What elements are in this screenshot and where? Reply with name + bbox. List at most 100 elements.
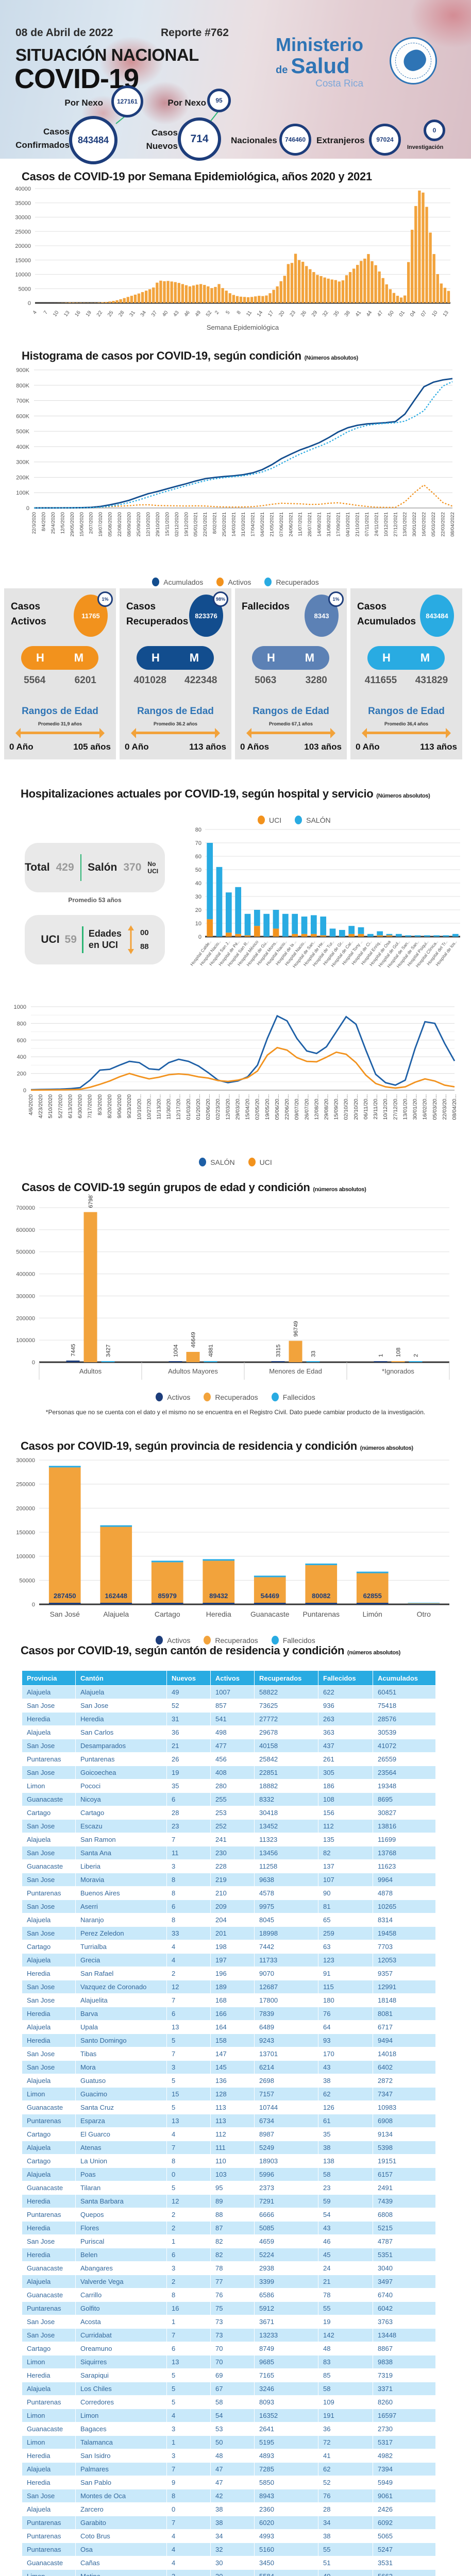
svg-text:28: 28 xyxy=(117,310,126,318)
age-range-arrow-icon xyxy=(15,728,105,738)
svg-text:100000: 100000 xyxy=(16,1554,35,1560)
svg-text:20/10/20...: 20/10/20... xyxy=(353,1094,359,1120)
edades-chart: 0 100000 200000 300000 400000 500000 600000 700… xyxy=(0,1189,471,1393)
svg-text:04: 04 xyxy=(409,310,417,318)
svg-text:46649: 46649 xyxy=(191,1332,197,1348)
svg-text:8/20/2020: 8/20/2020 xyxy=(107,1094,113,1118)
svg-text:4881: 4881 xyxy=(208,1344,214,1357)
svg-text:05/01/2021: 05/01/2021 xyxy=(193,512,199,537)
table-row: Cartago Oreamuno 6 70 8749 48 8867 xyxy=(22,2342,436,2355)
svg-text:19/07/2020: 19/07/2020 xyxy=(98,512,104,537)
provincias-section: Casos por COVID-19, según provincia de r… xyxy=(0,1428,471,1645)
svg-text:600: 600 xyxy=(17,1038,26,1044)
table-row: Alajuela Palmares 7 47 7285 62 7394 xyxy=(22,2462,436,2476)
svg-text:47: 47 xyxy=(376,310,384,318)
edades-footnote: *Personas que no se cuenta con el dato y… xyxy=(45,1409,426,1416)
table-row: Heredia Santo Domingo 5 158 9243 93 9494 xyxy=(22,2033,436,2047)
legend-item: SALÓN xyxy=(295,816,331,824)
svg-text:7/17/2020: 7/17/2020 xyxy=(87,1094,93,1118)
svg-text:29/08/20...: 29/08/20... xyxy=(323,1094,329,1120)
svg-text:04/05/2021: 04/05/2021 xyxy=(260,512,265,537)
legend-item: Fallecidos xyxy=(271,1393,315,1401)
svg-text:700K: 700K xyxy=(16,398,29,404)
legend-item: Recuperados xyxy=(204,1393,258,1401)
ministry-line1: Ministerio xyxy=(276,34,364,55)
svg-text:1004: 1004 xyxy=(173,1345,179,1357)
card-age-range: 0 Año 113 años xyxy=(125,742,226,752)
svg-text:35: 35 xyxy=(332,310,341,318)
card-percent-badge: 1% xyxy=(97,591,113,607)
svg-text:30: 30 xyxy=(195,894,201,900)
canton-table-title: Casos por COVID-19, según cantón de resi… xyxy=(21,1644,400,1657)
table-row: San Jose Santa Ana 11 230 13456 82 13768 xyxy=(22,1846,436,1859)
svg-text:24/11/2021: 24/11/2021 xyxy=(374,512,379,536)
svg-text:300000: 300000 xyxy=(16,1458,35,1464)
table-row: San Jose Acosta 1 73 3671 19 3763 xyxy=(22,2315,436,2328)
svg-text:2: 2 xyxy=(413,1354,419,1357)
svg-text:01: 01 xyxy=(398,310,407,318)
hosp-series-svg: 0 200 400 600 800 1000 4/6/2020 4/23/2020 5/10/2… xyxy=(14,1004,458,1120)
card-rangos-label: Rangos de Edad xyxy=(368,706,445,717)
edades-svg: 0 100000 200000 300000 400000 500000 600000 700… xyxy=(16,1189,450,1380)
svg-text:70: 70 xyxy=(195,840,201,846)
svg-text:20: 20 xyxy=(195,907,201,913)
svg-text:02/23/20...: 02/23/20... xyxy=(215,1094,221,1120)
legend-dot-icon xyxy=(271,1636,279,1645)
svg-text:14/08/2021: 14/08/2021 xyxy=(317,512,323,537)
legend-dot-icon xyxy=(258,816,265,824)
svg-text:16: 16 xyxy=(74,310,82,318)
svg-text:Otro: Otro xyxy=(417,1610,431,1618)
table-row: Cartago El Guarco 4 112 8987 35 9134 xyxy=(22,2127,436,2141)
table-row: Alajuela Atenas 7 111 5249 38 5398 xyxy=(22,2141,436,2154)
column-header-provincia: Provincia xyxy=(22,1671,76,1685)
svg-text:09/07/20...: 09/07/20... xyxy=(294,1094,300,1120)
table-row: Heredia Flores 2 87 5085 43 5215 xyxy=(22,2221,436,2234)
svg-text:29/03/20...: 29/03/20... xyxy=(234,1094,241,1120)
report-number: Reporte #762 xyxy=(161,27,229,39)
edades-title: Casos de COVID-19 según grupos de edad y… xyxy=(22,1181,366,1194)
table-row: Alajuela Naranjo 8 204 8045 65 8314 xyxy=(22,1913,436,1926)
svg-text:30/01/2022: 30/01/2022 xyxy=(412,512,417,537)
svg-text:9/06/2020: 9/06/2020 xyxy=(116,1094,123,1118)
svg-text:22/01/2021: 22/01/2021 xyxy=(203,512,208,537)
total-salon-box: Total 429 Salón 370 No UCI xyxy=(25,843,165,892)
svg-text:30/01/20...: 30/01/20... xyxy=(412,1094,418,1120)
svg-text:10000: 10000 xyxy=(15,272,31,278)
canton-table-section: Casos por COVID-19, según cantón de resi… xyxy=(0,1641,471,2576)
svg-text:29: 29 xyxy=(311,310,319,318)
table-row: San Jose Tibas 7 147 13701 170 14018 xyxy=(22,2047,436,2060)
svg-text:8/3/2020: 8/3/2020 xyxy=(97,1094,103,1115)
table-row: Heredia Sarapiqui 5 69 7165 85 7319 xyxy=(22,2368,436,2382)
table-row: Alajuela Valverde Vega 2 77 3399 21 3497 xyxy=(22,2275,436,2288)
svg-text:4: 4 xyxy=(32,310,38,315)
hosp-series-chart: 0 200 400 600 800 1000 4/6/2020 4/23/2020 5/10/2… xyxy=(0,1001,471,1158)
svg-text:14: 14 xyxy=(256,310,264,318)
svg-text:600K: 600K xyxy=(16,413,29,419)
column-header-activos: Activos xyxy=(211,1671,255,1685)
svg-text:23/11/20...: 23/11/20... xyxy=(373,1094,379,1120)
legend-dot-icon xyxy=(295,816,302,824)
table-row: San Jose Mora 3 145 6214 43 6402 xyxy=(22,2060,436,2074)
svg-text:26: 26 xyxy=(300,310,308,318)
svg-text:400K: 400K xyxy=(16,444,29,450)
card-hm-values: 5063 3280 xyxy=(255,675,327,686)
legend-dot-icon xyxy=(264,578,272,586)
table-row: San Jose Curridabat 7 73 13233 142 13448 xyxy=(22,2328,436,2342)
svg-text:60: 60 xyxy=(195,854,201,860)
histograma-title: Histograma de casos por COVID-19, según … xyxy=(22,349,358,362)
table-row: Guanacaste Cañas 4 30 3450 51 3531 xyxy=(22,2556,436,2569)
condition-cards: Casos Activos 11765 1% H M 5564 6201 Rangos de E… xyxy=(0,588,471,759)
age-range-arrow-icon xyxy=(362,728,451,738)
svg-text:15/04/20...: 15/04/20... xyxy=(245,1094,251,1120)
card-hm-values: 401028 422348 xyxy=(133,675,217,686)
svg-text:800K: 800K xyxy=(16,383,29,389)
svg-text:22: 22 xyxy=(96,310,104,318)
svg-text:1: 1 xyxy=(378,1354,384,1357)
table-row: Heredia San Isidro 3 48 4893 41 4982 xyxy=(22,2449,436,2462)
card-age-range: 0 Años 103 años xyxy=(240,742,342,752)
divider xyxy=(81,926,83,953)
svg-text:25: 25 xyxy=(107,310,115,318)
card-promedio: Promedio 67,1 años xyxy=(268,721,313,726)
